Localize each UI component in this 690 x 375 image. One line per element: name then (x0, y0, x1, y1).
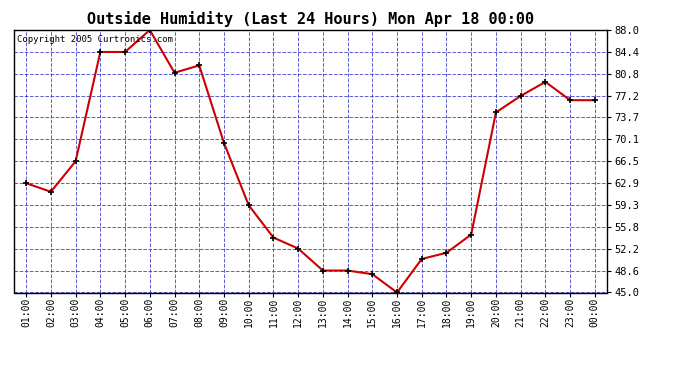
Title: Outside Humidity (Last 24 Hours) Mon Apr 18 00:00: Outside Humidity (Last 24 Hours) Mon Apr… (87, 12, 534, 27)
Text: Copyright 2005 Curtronics.com: Copyright 2005 Curtronics.com (17, 35, 172, 44)
